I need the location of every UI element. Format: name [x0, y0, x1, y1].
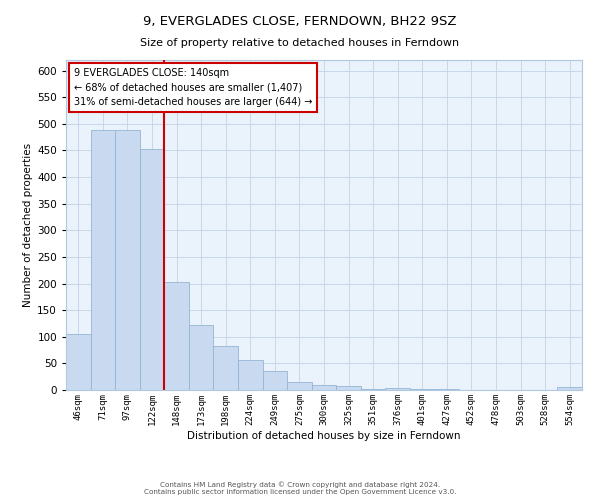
Bar [140, 150, 164, 390]
Bar [66, 334, 91, 390]
Text: Size of property relative to detached houses in Ferndown: Size of property relative to detached ho… [140, 38, 460, 48]
Bar [115, 130, 140, 390]
Bar [385, 388, 410, 390]
Text: 9 EVERGLADES CLOSE: 140sqm
← 68% of detached houses are smaller (1,407)
31% of s: 9 EVERGLADES CLOSE: 140sqm ← 68% of deta… [74, 68, 312, 107]
Bar [557, 388, 582, 390]
Text: 9, EVERGLADES CLOSE, FERNDOWN, BH22 9SZ: 9, EVERGLADES CLOSE, FERNDOWN, BH22 9SZ [143, 15, 457, 28]
Bar [336, 386, 361, 390]
Bar [361, 389, 385, 390]
Bar [91, 130, 115, 390]
Bar [189, 325, 214, 390]
Text: Contains public sector information licensed under the Open Government Licence v3: Contains public sector information licen… [144, 489, 456, 495]
Bar [312, 385, 336, 390]
Bar [238, 360, 263, 390]
Bar [263, 371, 287, 390]
Text: Contains HM Land Registry data © Crown copyright and database right 2024.: Contains HM Land Registry data © Crown c… [160, 481, 440, 488]
Bar [287, 382, 312, 390]
Bar [164, 282, 189, 390]
X-axis label: Distribution of detached houses by size in Ferndown: Distribution of detached houses by size … [187, 430, 461, 440]
Y-axis label: Number of detached properties: Number of detached properties [23, 143, 33, 307]
Bar [214, 346, 238, 390]
